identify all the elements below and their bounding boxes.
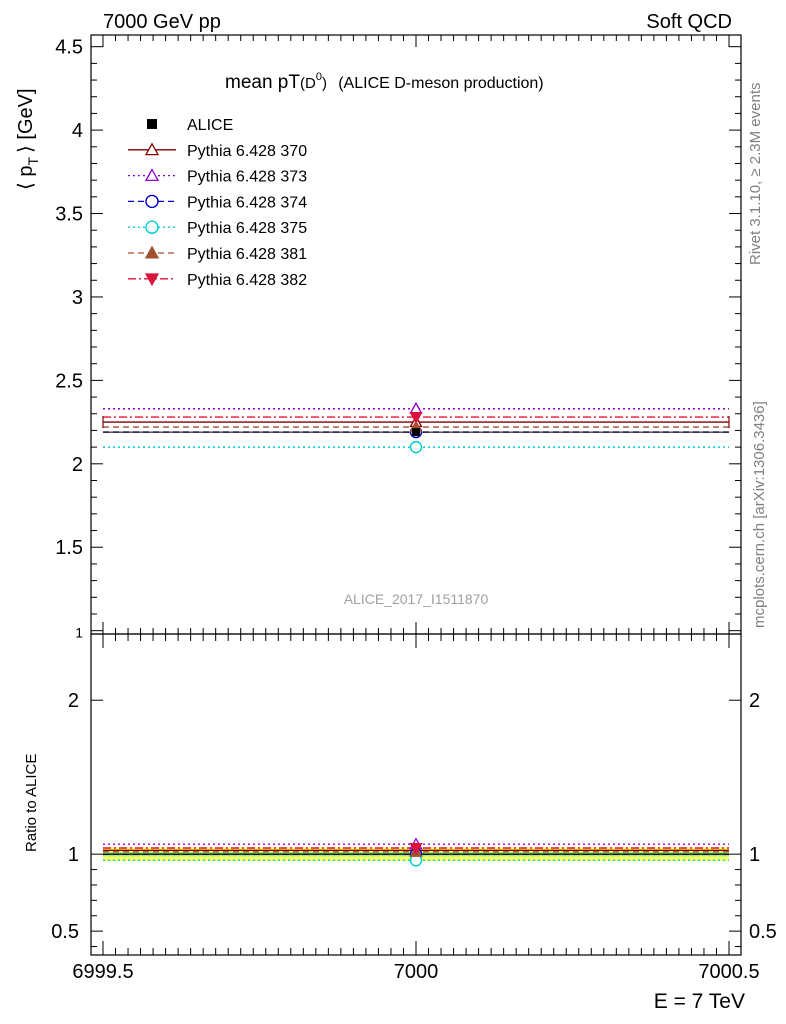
legend-label-3: Pythia 6.428 375 <box>187 220 307 237</box>
y-tick-label: 2.5 <box>55 370 83 392</box>
legend-label-5: Pythia 6.428 382 <box>187 272 307 289</box>
mcplots-label: mcplots.cern.ch [arXiv:1306.3436] <box>751 401 768 628</box>
ratio-panel: 0.5 0.5 1 1 2 2 6999.5 7000 7000.5 <box>51 633 777 983</box>
x-tick-label: 7000.5 <box>698 961 759 983</box>
rivet-label: Rivet 3.1.10, ≥ 2.3M events <box>747 83 764 266</box>
chart-title: mean pT(D0) (ALICE D-meson production) <box>225 71 544 93</box>
y-tick-label: 3 <box>72 287 83 309</box>
legend-label-2: Pythia 6.428 374 <box>187 194 307 211</box>
header-right: Soft QCD <box>646 11 732 33</box>
legend-marker-2 <box>145 194 159 209</box>
legend-label-data: ALICE <box>187 117 233 134</box>
ratio-y-tick-label-right: 0.5 <box>749 921 777 943</box>
ratio-y-tick-label: 1 <box>68 844 79 866</box>
legend: ALICE Pythia 6.428 370 Pythia 6.428 373 Pyt… <box>128 117 307 289</box>
y-tick-label: 4 <box>72 120 83 142</box>
data-marker <box>412 428 420 437</box>
legend-marker-data <box>147 119 157 129</box>
ratio-marker-5 <box>409 842 423 855</box>
ratio-y-tick-label-right: 2 <box>749 690 760 712</box>
legend-marker-3 <box>145 220 159 234</box>
main-ylabel: ⟨ pT⟩ [GeV] <box>15 88 41 190</box>
x-axis-label: E = 7 TeV <box>654 990 745 1013</box>
y-tick-label: 3.5 <box>55 204 83 226</box>
legend-label-4: Pythia 6.428 381 <box>187 246 307 263</box>
legend-marker-4 <box>144 245 160 259</box>
ratio-y-tick-label: 2 <box>68 690 79 712</box>
ratio-ylabel: Ratio to ALICE <box>23 754 40 852</box>
svg-text:⟨ pT⟩ [GeV]: ⟨ pT⟩ [GeV] <box>15 88 41 190</box>
y-tick-label: 4.5 <box>55 37 83 59</box>
y-tick-label: 2 <box>72 454 83 476</box>
main-panel: 1 1.5 2 2.5 3 3.5 4 4.5 <box>55 34 742 641</box>
legend-marker-1 <box>144 168 160 182</box>
x-tick-label: 7000 <box>394 961 439 983</box>
series-marker-3 <box>409 440 423 454</box>
legend-marker-0 <box>144 142 160 156</box>
legend-label-0: Pythia 6.428 370 <box>187 143 307 160</box>
analysis-tag: ALICE_2017_I1511870 <box>344 591 489 607</box>
ratio-y-tick-label-right: 1 <box>749 844 760 866</box>
header-left: 7000 GeV pp <box>103 11 221 33</box>
series-marker-5 <box>409 412 423 424</box>
legend-marker-5 <box>144 273 160 287</box>
legend-label-1: Pythia 6.428 373 <box>187 169 307 186</box>
x-tick-label: 6999.5 <box>72 961 133 983</box>
ratio-frame <box>90 633 742 956</box>
y-tick-label: 1.5 <box>55 537 83 559</box>
ratio-y-tick-label: 0.5 <box>51 921 79 943</box>
y-tick-label: 1 <box>75 625 83 641</box>
